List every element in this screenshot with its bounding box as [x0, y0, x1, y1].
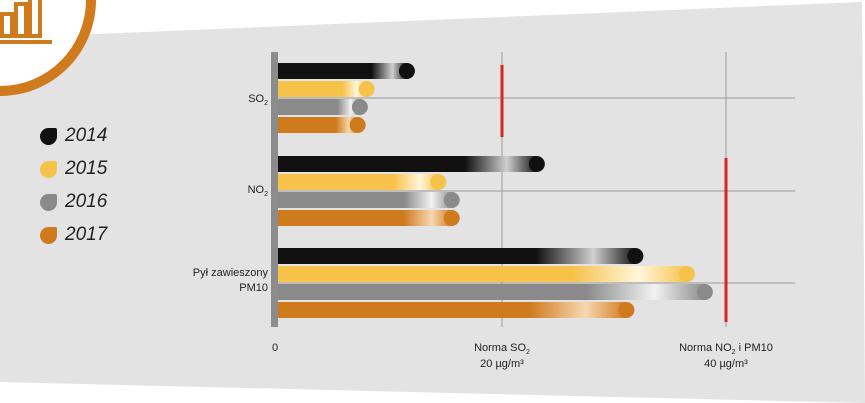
- bar-2017: [278, 302, 628, 318]
- bar-2014: [278, 248, 637, 264]
- legend-item-2015: 2015: [40, 158, 108, 179]
- bar-2014: [278, 63, 408, 79]
- bar-end-2017: [443, 210, 460, 226]
- bar-2014: [278, 156, 538, 172]
- bar-end-2014: [528, 156, 545, 172]
- legend-swatch-2015: [40, 160, 57, 178]
- bar-2015: [278, 81, 368, 97]
- legend-label: 2016: [65, 191, 108, 212]
- bar-chart-icon: [0, 0, 52, 44]
- bar-end-2016: [443, 192, 460, 208]
- category-label: Pył zawieszony: [193, 267, 269, 279]
- legend-swatch-2016: [40, 193, 57, 211]
- bar-2015: [278, 266, 688, 282]
- bar-end-2017: [349, 117, 366, 133]
- legend-item-2014: 2014: [40, 125, 108, 146]
- bar-end-2014: [627, 248, 644, 264]
- bar-end-2015: [678, 266, 695, 282]
- bar-end-2014: [398, 63, 415, 79]
- bar-end-2015: [430, 174, 447, 190]
- legend-item-2016: 2016: [40, 191, 108, 212]
- legend-swatch-2017: [40, 226, 57, 244]
- x-tick-label: 0: [272, 342, 278, 354]
- threshold-value-label: 40 µg/m³: [704, 358, 748, 370]
- bar-end-2015: [358, 81, 375, 97]
- threshold-value-label: 20 µg/m³: [480, 358, 524, 370]
- bar-2016: [278, 99, 361, 115]
- bar-2016: [278, 284, 706, 300]
- logo-badge: [0, 0, 100, 110]
- category-label: SO2: [248, 93, 268, 107]
- legend-label: 2017: [65, 224, 108, 245]
- category-label: PM10: [239, 282, 268, 294]
- bar-2015: [278, 174, 440, 190]
- legend-item-2017: 2017: [40, 224, 108, 245]
- bar-end-2016: [696, 284, 713, 300]
- legend-label: 2015: [65, 158, 108, 179]
- legend-swatch-2014: [40, 127, 57, 145]
- bar-2017: [278, 117, 359, 133]
- legend: 2014 2015 2016 2017: [40, 125, 108, 245]
- bar-end-2017: [618, 302, 635, 318]
- threshold-label: Norma SO2: [474, 342, 530, 356]
- threshold-label: Norma NO2 i PM10: [679, 342, 773, 356]
- bar-2017: [278, 210, 453, 226]
- category-label: NO2: [248, 184, 269, 198]
- bar-2016: [278, 192, 453, 208]
- legend-label: 2014: [65, 125, 108, 146]
- bar-end-2016: [351, 99, 368, 115]
- y-axis: [271, 52, 278, 327]
